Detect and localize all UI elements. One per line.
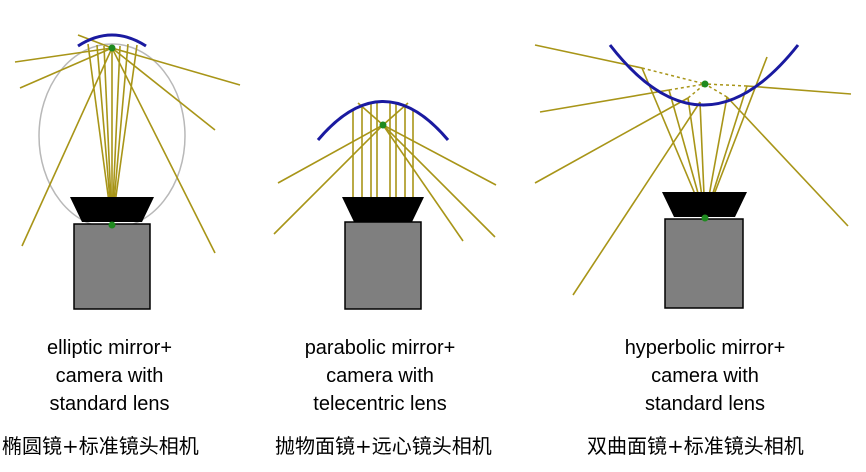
panel-parabolic [273, 100, 497, 310]
caption-line: camera with [55, 365, 164, 387]
caption-elliptic: elliptic mirror+ camera with standard le… [2, 334, 217, 418]
caption-line: camera with [326, 365, 434, 387]
telecentric-lens [342, 197, 424, 222]
ray-bundle-parabolic [273, 102, 497, 242]
chinese-caption-elliptic: 椭圆镜+标准镜头相机 [2, 434, 199, 458]
mirror-camera-diagram [14, 33, 852, 310]
panel-hyperbolic [534, 44, 852, 309]
elliptic-mirror [77, 33, 147, 48]
hyperbolic-mirror [608, 44, 800, 107]
caption-line: camera with [651, 365, 759, 387]
focus-point-top-1 [108, 44, 116, 52]
focus-point-virtual-3 [701, 80, 709, 88]
caption-line: parabolic mirror+ [304, 337, 456, 359]
parabolic-mirror [316, 100, 450, 141]
chinese-caption-parabolic: 抛物面镜+远心镜头相机 [275, 434, 492, 458]
caption-line: standard lens [49, 393, 170, 415]
focus-point-lens-1 [108, 221, 116, 229]
camera-body-3 [664, 218, 744, 309]
caption-hyperbolic: hyperbolic mirror+ camera with standard … [595, 334, 815, 418]
camera-body-1 [73, 223, 151, 310]
focus-point-2 [379, 121, 387, 129]
standard-lens-1 [70, 197, 154, 222]
camera-body-2 [344, 221, 422, 310]
caption-line: telecentric lens [313, 393, 447, 415]
focus-point-lens-3 [701, 214, 709, 222]
caption-line: elliptic mirror+ [46, 337, 173, 359]
caption-line: standard lens [644, 393, 766, 415]
caption-parabolic: parabolic mirror+ camera with telecentri… [270, 334, 490, 418]
ray-bundle-elliptic [14, 34, 241, 254]
panel-elliptic [14, 33, 241, 310]
chinese-caption-hyperbolic: 双曲面镜+标准镜头相机 [587, 434, 804, 458]
caption-line: hyperbolic mirror+ [624, 337, 786, 359]
virtual-ray-extensions [641, 67, 748, 99]
standard-lens-3 [662, 192, 747, 217]
